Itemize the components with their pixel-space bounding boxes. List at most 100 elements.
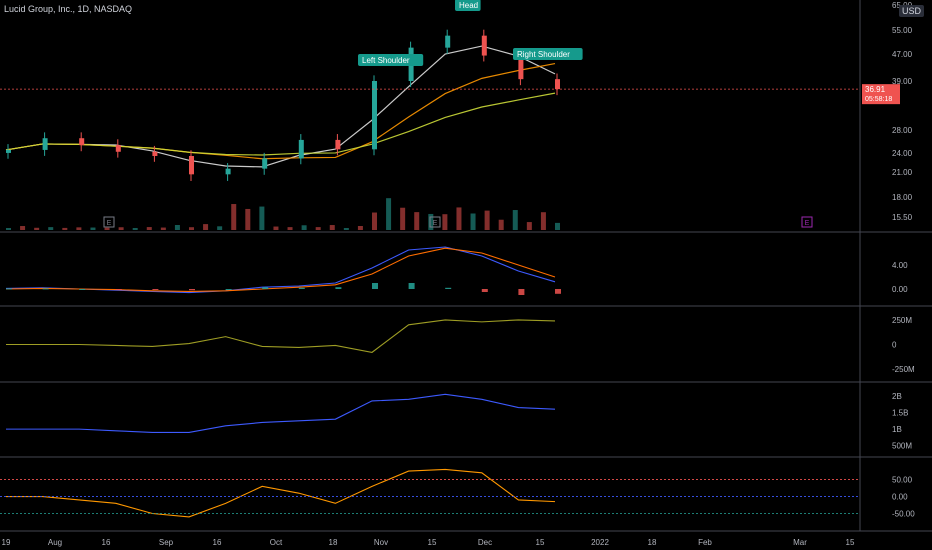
volume-bar [20, 226, 26, 230]
macd-histogram-bar [262, 287, 269, 289]
earnings-marker-label: E [805, 220, 810, 227]
price-axis-tick: 18.00 [892, 193, 913, 202]
candle-body [298, 139, 304, 159]
candle-body [555, 79, 560, 90]
macd-histogram-bar [518, 289, 525, 295]
earnings-marker [429, 216, 441, 228]
right-shoulder-label-box [513, 48, 583, 60]
ad-line [6, 319, 556, 353]
obv-tick: 1B [892, 425, 902, 434]
candle-body [42, 138, 48, 150]
volume-bar [146, 227, 152, 230]
time-axis-tick: 19 [2, 538, 11, 547]
oscillator-line [6, 468, 556, 518]
time-axis-tick: Feb [698, 538, 712, 547]
moving-average-short [5, 45, 556, 168]
time-axis-tick: 16 [102, 538, 111, 547]
macd-histogram-bar [298, 287, 305, 289]
volume-bar [62, 227, 68, 230]
volume-bar [118, 227, 124, 230]
volume-bar [48, 227, 54, 230]
volume-bar [456, 207, 462, 230]
macd-histogram-bar [555, 289, 561, 294]
time-axis-tick: 15 [428, 538, 437, 547]
volume-bar [189, 227, 194, 230]
volume-bar [484, 210, 490, 230]
time-axis-tick: Oct [270, 538, 283, 547]
earnings-marker [801, 216, 813, 228]
obv-line [6, 393, 556, 433]
candle-body [372, 81, 377, 150]
price-axis-tick: 55.00 [892, 26, 913, 35]
time-axis-tick: Mar [793, 538, 807, 547]
macd-histogram-bar [408, 283, 415, 289]
macd-line [5, 247, 556, 292]
earnings-marker-label: E [107, 220, 112, 227]
candle-body [445, 35, 451, 48]
volume-bar [6, 228, 11, 230]
volume-bar [174, 225, 180, 230]
chart-title: Lucid Group, Inc., 1D, NASDAQ [4, 4, 133, 14]
price-axis-tick: 39.00 [892, 77, 913, 86]
volume-bar [372, 212, 377, 230]
volume-bar [245, 208, 251, 230]
volume-bar [470, 213, 476, 230]
price-tag-value: 36.91 [865, 85, 886, 94]
obv-tick: 2B [892, 392, 902, 401]
price-tag-box [862, 84, 900, 105]
candle-body [335, 139, 341, 150]
volume-bar [343, 228, 349, 230]
price-axis-tick: 28.00 [892, 126, 913, 135]
volume-bar [301, 225, 307, 230]
candle-body [152, 151, 158, 156]
candle-body [481, 35, 487, 56]
volume-bar [76, 227, 82, 230]
left-shoulder-label-box [358, 54, 424, 66]
volume-bar [526, 222, 532, 230]
macd-histogram-bar [152, 289, 159, 290]
time-axis-tick: Dec [478, 538, 492, 547]
moving-average-long [5, 92, 556, 156]
volume-bar [400, 207, 406, 230]
volume-bar [273, 226, 279, 230]
volume-bar [231, 204, 237, 230]
obv-tick: 500M [892, 442, 912, 451]
macd-histogram-bar [6, 288, 12, 290]
oscillator-tick: 0.00 [892, 493, 908, 502]
candle-body [79, 138, 85, 146]
time-axis-tick: 2022 [591, 538, 609, 547]
volume-bar [34, 227, 40, 230]
head-label: Head [459, 1, 478, 10]
price-axis-tick: 15.50 [892, 213, 913, 222]
right-shoulder-label: Right Shoulder [517, 50, 570, 59]
time-axis-tick: Aug [48, 538, 62, 547]
volume-bar [357, 226, 363, 230]
macd-histogram-bar [42, 288, 49, 290]
currency-badge[interactable]: USD [899, 5, 925, 17]
time-axis-tick: Nov [374, 538, 388, 547]
macd-histogram-bar [115, 289, 122, 290]
time-axis-tick: Sep [159, 538, 174, 547]
macd-histogram-bar [445, 287, 452, 289]
left-shoulder-label: Left Shoulder [362, 56, 410, 65]
macd-tick: 0.00 [892, 285, 908, 294]
candle-body [262, 158, 268, 169]
ad-tick: 250M [892, 316, 912, 325]
time-axis-tick: 18 [648, 538, 657, 547]
oscillator-tick: 50.00 [892, 476, 913, 485]
volume-bar [414, 212, 420, 230]
price-axis-tick: 47.00 [892, 50, 913, 59]
earnings-marker [103, 216, 115, 228]
volume-bar [90, 227, 96, 230]
volume-bar [160, 227, 166, 230]
time-axis-tick: 15 [536, 538, 545, 547]
volume-bar [498, 219, 504, 230]
volume-bar [287, 227, 293, 230]
time-axis-tick: 16 [213, 538, 222, 547]
obv-tick: 1.5B [892, 409, 908, 418]
ad-tick: 0 [892, 341, 897, 350]
volume-bar [104, 227, 110, 230]
macd-histogram-bar [189, 289, 195, 291]
candle-body [225, 168, 231, 175]
macd-histogram-bar [372, 283, 378, 289]
